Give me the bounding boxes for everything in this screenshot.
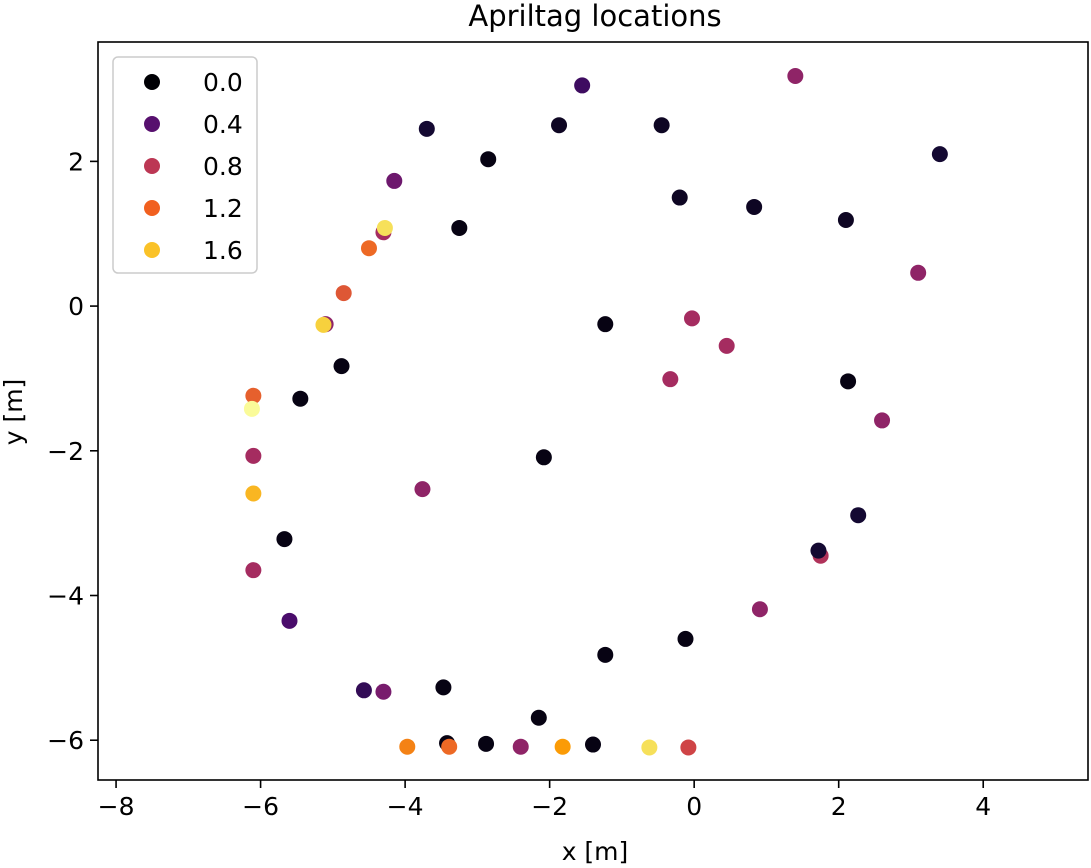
legend-box: [112, 56, 258, 274]
legend-marker: [144, 200, 160, 216]
y-tick-label: −4: [47, 582, 84, 611]
legend-label: 0.0: [203, 68, 243, 97]
data-point-26: [292, 390, 309, 407]
legend-label: 1.6: [203, 236, 243, 265]
y-tick-label: 2: [68, 147, 84, 176]
data-point-34: [276, 531, 293, 548]
data-point-39: [281, 612, 298, 629]
x-tick-label: 2: [831, 792, 847, 821]
data-point-36: [810, 542, 827, 559]
plot-frame: [97, 41, 1089, 781]
data-point-9: [746, 198, 763, 215]
y-tick-label: −2: [47, 437, 84, 466]
x-axis-ticks: −8 −6 −4 −2 0 2 4: [98, 780, 991, 821]
data-point-4: [418, 120, 435, 137]
data-point-6: [480, 151, 497, 168]
y-tick-label: 0: [68, 292, 84, 321]
data-point-22: [333, 358, 350, 375]
chart-title: Apriltag locations: [468, 0, 721, 33]
data-point-7: [386, 172, 403, 189]
legend: 0.0 0.4 0.8 1.2 1.6: [112, 56, 258, 274]
data-point-20: [684, 310, 700, 327]
x-tick-label: −2: [531, 792, 568, 821]
y-axis-label: y [m]: [0, 379, 28, 446]
data-point-32: [245, 485, 262, 502]
data-point-24: [840, 373, 857, 390]
legend-label: 1.2: [203, 194, 243, 223]
data-point-44: [375, 683, 392, 700]
data-point-25: [245, 387, 262, 404]
data-point-11: [451, 219, 468, 236]
data-points: [243, 68, 948, 756]
data-point-38: [751, 601, 768, 618]
x-tick-label: 0: [686, 792, 702, 821]
data-point-50: [399, 738, 416, 755]
data-point-37: [245, 562, 262, 579]
x-tick-label: 4: [975, 792, 991, 821]
x-axis-label: x [m]: [562, 837, 629, 866]
data-point-13: [376, 219, 393, 236]
data-point-45: [530, 709, 547, 726]
data-point-29: [245, 447, 262, 464]
legend-label: 0.4: [203, 110, 243, 139]
data-point-51: [512, 738, 529, 755]
legend-marker: [144, 242, 160, 258]
legend-label: 0.8: [203, 152, 243, 181]
data-point-19: [315, 316, 332, 333]
data-point-0: [574, 77, 591, 94]
data-point-2: [551, 117, 568, 134]
data-point-52: [554, 738, 571, 755]
data-point-5: [931, 146, 948, 163]
data-point-16: [335, 285, 352, 302]
data-point-54: [680, 739, 697, 756]
data-point-17: [597, 316, 614, 333]
data-point-33: [850, 507, 867, 524]
data-point-43: [355, 682, 372, 699]
y-axis-ticks: −6 −4 −2 0 2: [47, 147, 98, 755]
x-tick-label: −8: [98, 792, 135, 821]
data-point-1: [787, 68, 804, 85]
data-point-48: [585, 736, 601, 753]
data-point-49: [441, 738, 458, 755]
data-point-14: [360, 240, 377, 257]
data-point-53: [641, 739, 658, 756]
data-point-31: [414, 481, 431, 498]
data-point-23: [662, 371, 679, 388]
data-point-21: [718, 337, 735, 354]
x-tick-label: −6: [242, 792, 279, 821]
data-point-47: [478, 735, 495, 752]
data-point-3: [653, 117, 670, 134]
data-point-41: [597, 646, 614, 663]
data-point-28: [874, 412, 891, 429]
data-point-10: [837, 211, 854, 228]
data-point-42: [435, 679, 452, 696]
data-point-40: [677, 630, 694, 647]
legend-marker: [144, 74, 160, 90]
legend-marker: [144, 158, 160, 174]
x-tick-label: −4: [387, 792, 424, 821]
y-tick-label: −6: [47, 726, 84, 755]
data-point-27: [243, 400, 260, 417]
legend-marker: [144, 116, 160, 132]
data-point-30: [535, 449, 552, 466]
data-point-8: [671, 189, 688, 206]
data-point-15: [910, 264, 927, 281]
